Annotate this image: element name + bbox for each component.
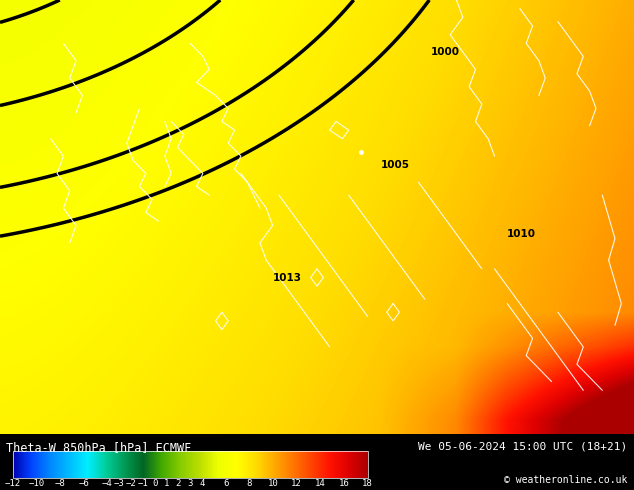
Text: 1005: 1005 bbox=[380, 160, 410, 170]
Text: Theta-W 850hPa [hPa] ECMWF: Theta-W 850hPa [hPa] ECMWF bbox=[6, 441, 191, 454]
Text: We 05-06-2024 15:00 UTC (18+21): We 05-06-2024 15:00 UTC (18+21) bbox=[418, 441, 628, 451]
Text: 1013: 1013 bbox=[273, 272, 302, 283]
Text: © weatheronline.co.uk: © weatheronline.co.uk bbox=[504, 475, 628, 485]
Text: 1010: 1010 bbox=[507, 229, 536, 239]
Text: 1000: 1000 bbox=[431, 47, 460, 57]
